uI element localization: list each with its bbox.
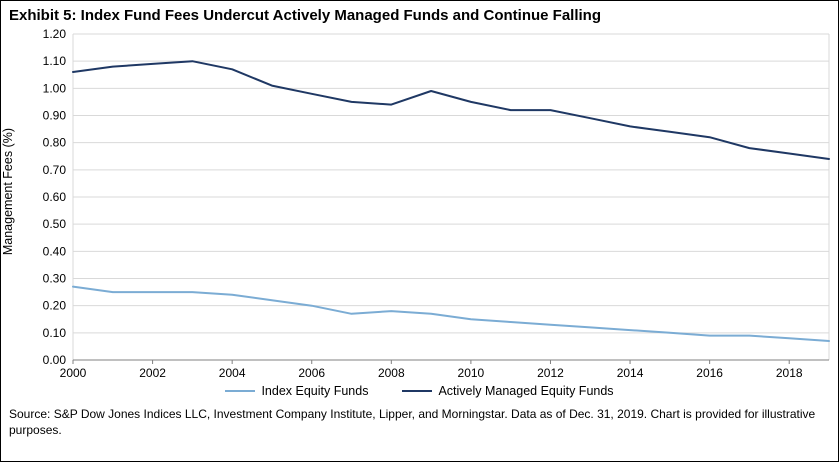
active-funds-line-swatch <box>402 390 433 392</box>
legend-label-index-funds: Index Equity Funds <box>261 384 369 398</box>
svg-text:1.20: 1.20 <box>43 27 67 41</box>
svg-text:2002: 2002 <box>139 366 166 380</box>
svg-text:2008: 2008 <box>378 366 405 380</box>
svg-text:0.00: 0.00 <box>43 353 67 367</box>
svg-text:0.50: 0.50 <box>43 217 67 231</box>
svg-text:1.10: 1.10 <box>43 54 67 68</box>
index-funds-line-swatch <box>225 390 256 392</box>
svg-text:0.20: 0.20 <box>43 299 67 313</box>
svg-text:2016: 2016 <box>696 366 723 380</box>
svg-text:2004: 2004 <box>219 366 246 380</box>
svg-text:0.10: 0.10 <box>43 326 67 340</box>
svg-text:2018: 2018 <box>776 366 803 380</box>
svg-text:0.70: 0.70 <box>43 163 67 177</box>
svg-text:2006: 2006 <box>298 366 325 380</box>
legend-item-index-funds: Index Equity Funds <box>225 384 368 398</box>
source-note: Source: S&P Dow Jones Indices LLC, Inves… <box>9 407 816 438</box>
legend-label-active-funds: Actively Managed Equity Funds <box>438 384 614 398</box>
y-axis-label: Management Fees (%) <box>1 128 15 256</box>
svg-text:0.40: 0.40 <box>43 244 67 258</box>
chart-legend: Index Equity Funds Actively Managed Equi… <box>1 382 838 400</box>
chart-title: Exhibit 5: Index Fund Fees Undercut Acti… <box>9 7 602 24</box>
svg-text:0.60: 0.60 <box>43 190 67 204</box>
chart-area: Management Fees (%) 1.20 1.10 1.00 0.90 0.80… <box>1 26 838 384</box>
svg-text:0.30: 0.30 <box>43 272 67 286</box>
svg-text:2000: 2000 <box>60 366 87 380</box>
svg-text:2010: 2010 <box>458 366 485 380</box>
svg-text:2012: 2012 <box>537 366 564 380</box>
legend-item-active-funds: Actively Managed Equity Funds <box>402 384 614 398</box>
svg-text:0.90: 0.90 <box>43 109 67 123</box>
svg-text:0.80: 0.80 <box>43 136 67 150</box>
svg-text:1.00: 1.00 <box>43 81 67 95</box>
svg-text:2014: 2014 <box>617 366 644 380</box>
line-chart: 1.20 1.10 1.00 0.90 0.80 0.70 0.60 0.50 0.40 0.30… <box>43 27 830 380</box>
